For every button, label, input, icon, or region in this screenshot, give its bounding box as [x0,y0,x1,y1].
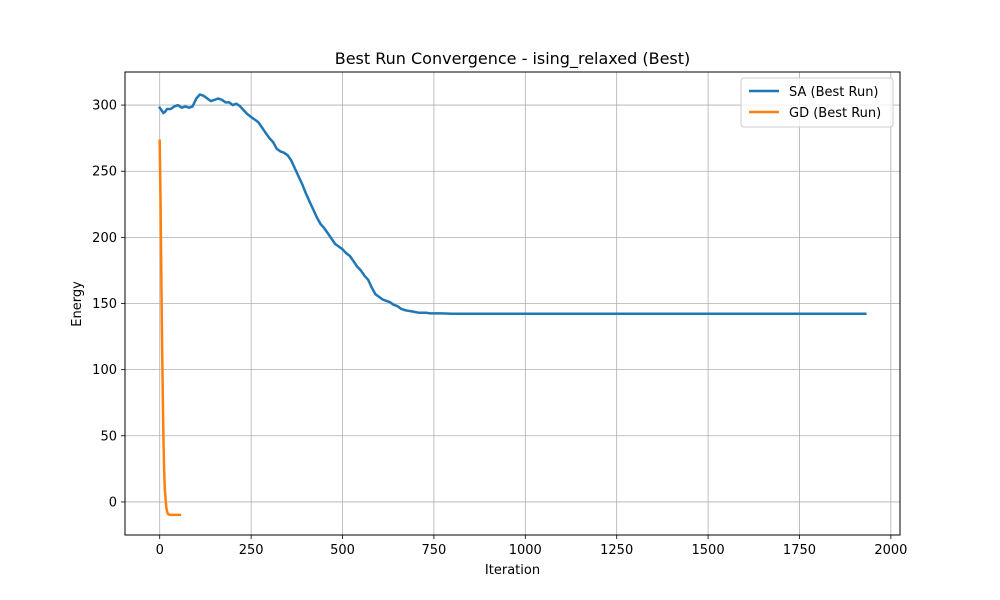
x-axis-label: Iteration [485,563,540,578]
y-tick-label: 300 [92,99,117,114]
legend-label-gd: GD (Best Run) [789,106,881,121]
series-line-gd [158,139,182,517]
y-tick-label: 250 [92,165,117,180]
y-tick-label: 150 [92,297,117,312]
legend-label-sa: SA (Best Run) [789,85,879,100]
x-tick-label: 250 [239,543,264,558]
x-tick-label: 0 [156,543,164,558]
legend: SA (Best Run) GD (Best Run) [740,77,894,128]
x-tick-label: 500 [330,543,355,558]
x-tick-label: 1000 [509,543,542,558]
y-tick-label: 100 [92,363,117,378]
y-tick-label: 50 [100,429,117,444]
x-tick-label: 1250 [600,543,633,558]
axis-ticks: 0 250 500 750 1000 1250 1500 1750 2000 0 50 100 150 2… [92,99,907,558]
series-lines [157,93,867,517]
x-tick-label: 1500 [692,543,725,558]
x-tick-label: 1750 [783,543,816,558]
y-axis-label: Energy [70,281,85,327]
series-line-sa [157,93,867,316]
x-tick-label: 750 [421,543,446,558]
y-tick-label: 200 [92,231,117,246]
chart-title: Best Run Convergence - ising_relaxed (Be… [335,49,691,69]
x-tick-label: 2000 [874,543,907,558]
grid [125,72,900,535]
y-tick-label: 0 [109,495,117,510]
